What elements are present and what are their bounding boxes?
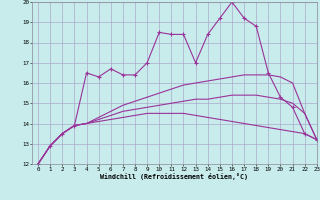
X-axis label: Windchill (Refroidissement éolien,°C): Windchill (Refroidissement éolien,°C): [100, 173, 248, 180]
